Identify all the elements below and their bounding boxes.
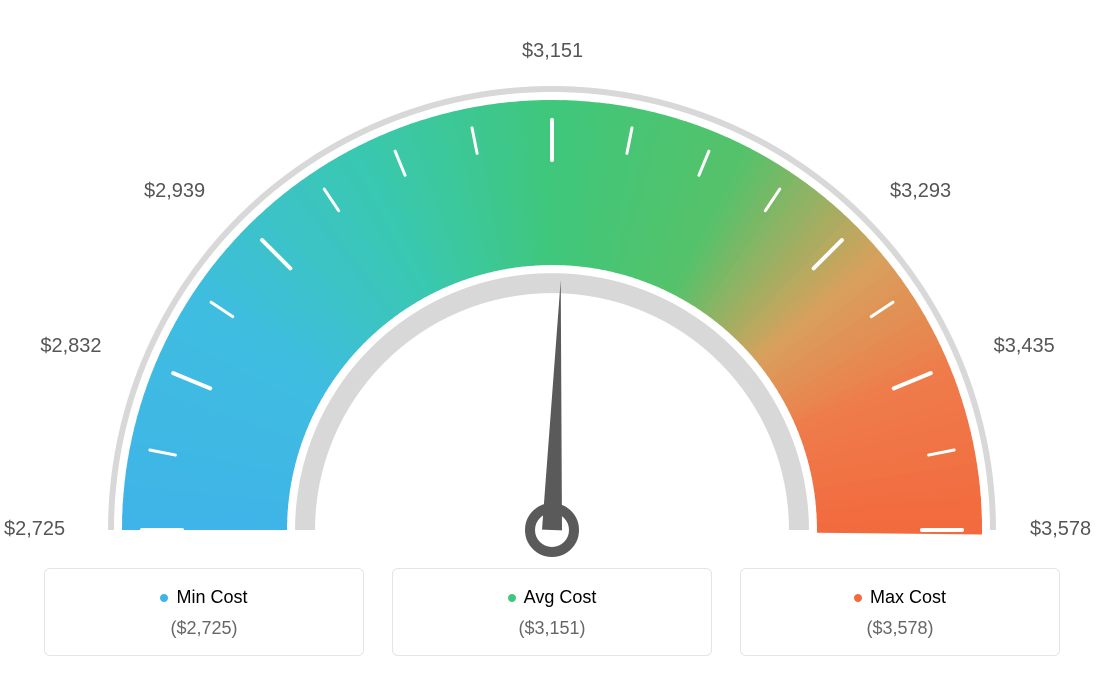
legend-avg-label: Avg Cost [524,587,597,608]
legend-max-value: ($3,578) [751,618,1049,639]
gauge-tick-label: $3,293 [890,180,951,203]
gauge-svg [0,30,1104,590]
legend-min-label: Min Cost [176,587,247,608]
dot-icon [508,594,516,602]
dot-icon [160,594,168,602]
legend-min-title: Min Cost [160,587,247,608]
gauge-tick-label: $2,725 [4,518,65,541]
legend-max-title: Max Cost [854,587,946,608]
gauge-tick-label: $3,578 [1030,518,1091,541]
legend-avg-title: Avg Cost [508,587,597,608]
dot-icon [854,594,862,602]
gauge-chart: $2,725 $2,832 $2,939 $3,151 $3,293 $3,435 $3,5… [0,0,1104,560]
gauge-tick-label: $2,832 [40,335,101,358]
gauge-tick-label: $2,939 [144,180,205,203]
legend-max-label: Max Cost [870,587,946,608]
gauge-tick-label: $3,435 [994,335,1055,358]
legend-min-value: ($2,725) [55,618,353,639]
gauge-tick-label: $3,151 [522,40,583,63]
legend-avg-value: ($3,151) [403,618,701,639]
